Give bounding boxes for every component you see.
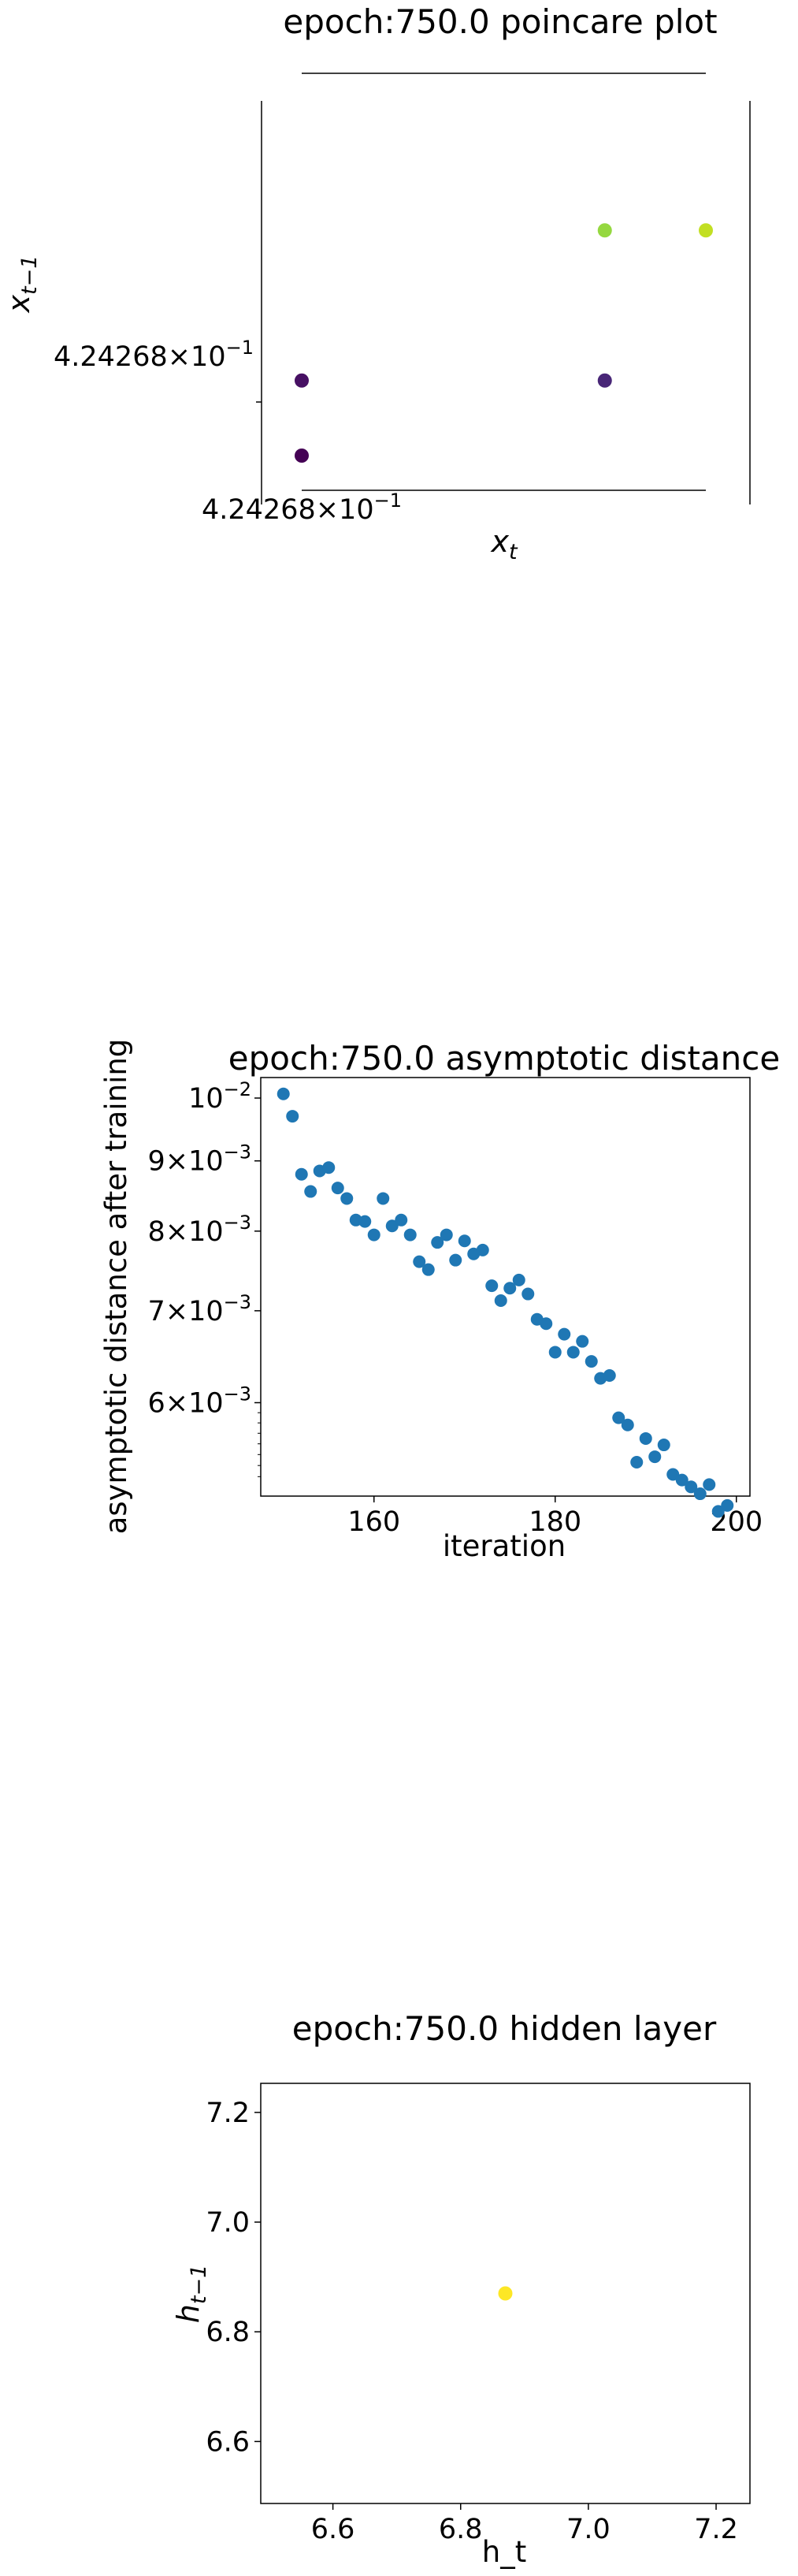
hidden-point-0 [498,2286,513,2301]
distance-point-46 [693,1487,707,1501]
poincare-point-0 [295,449,309,463]
distance-point-42 [657,1439,670,1452]
distance-point-30 [548,1346,562,1359]
poincare-plot-y-tick-label: 4.24268×10−1 [54,337,254,373]
distance-point-22 [476,1243,489,1256]
poincare-plot-title: epoch:750.0 poincare plot [283,2,717,41]
hidden-layer-x-ticks: 6.6 6.8 7.0 7.2 [311,2503,738,2545]
distance-point-27 [521,1287,535,1301]
distance-point-1 [286,1110,299,1123]
distance-point-24 [494,1294,507,1308]
asymptotic-distance-y-ticks: 10−2 9×10−3 8×10−3 7×10−3 6×10−3 [147,1078,261,1477]
x-tick-label-1: 180 [529,1506,581,1538]
distance-point-29 [540,1317,553,1331]
distance-point-49 [721,1498,734,1512]
poincare-point-4 [699,223,713,238]
x-tick-label-0: 160 [347,1506,400,1538]
hidden-layer-chart: epoch:750.0 hidden layer 7.2 7.0 6.8 6.6 6.… [171,2009,751,2569]
distance-point-14 [403,1228,417,1241]
y-tick-label-0: 10−2 [188,1078,251,1115]
distance-point-40 [639,1431,652,1445]
y-tick-label-3: 7×10−3 [147,1291,251,1327]
hidden-layer-axes-frame [260,2083,751,2504]
y-tick-label-0: 7.2 [206,2098,250,2129]
asymptotic-distance-points [277,1087,734,1518]
distance-point-15 [413,1255,426,1268]
distance-point-13 [395,1213,408,1227]
asymptotic-distance-axes-frame [260,1077,751,1497]
distance-point-16 [421,1263,435,1276]
poincare-plot-points [295,223,713,463]
poincare-plot-x-axis-label: xt [490,524,518,564]
hidden-layer-title: epoch:750.0 hidden layer [292,2009,717,2048]
distance-point-19 [449,1253,462,1267]
distance-point-17 [431,1236,444,1249]
distance-point-0 [277,1087,290,1100]
distance-point-3 [304,1185,317,1198]
distance-point-12 [385,1219,399,1233]
distance-point-31 [558,1327,571,1341]
y-tick-label-2: 6.8 [206,2317,250,2348]
x-tick-label-0: 6.6 [311,2514,355,2545]
y-tick-label-1: 7.0 [206,2207,250,2239]
distance-point-38 [621,1418,634,1431]
distance-point-20 [458,1234,471,1248]
distance-point-36 [603,1368,616,1382]
distance-point-6 [331,1182,344,1195]
distance-point-26 [512,1273,525,1286]
hidden-layer-y-ticks: 7.2 7.0 6.8 6.6 [206,2098,261,2458]
poincare-plot-y-axis-label: xt−1 [2,255,42,314]
distance-point-2 [295,1167,308,1181]
y-tick-label-1: 9×10−3 [147,1141,251,1178]
distance-point-18 [440,1228,453,1241]
poincare-point-2 [597,373,612,388]
y-tick-label-4: 6×10−3 [147,1383,251,1419]
asymptotic-distance-x-ticks: 160 180 200 [347,1496,763,1538]
distance-point-7 [340,1192,354,1205]
distance-point-37 [612,1411,625,1424]
poincare-plot-x-tick-label: 4.24268×10−1 [202,490,402,526]
poincare-plot-chart: epoch:750.0 poincare plot 4.24268×10−1 4… [2,2,751,564]
distance-point-25 [503,1282,517,1295]
x-tick-label-1: 6.8 [439,2514,483,2545]
distance-point-11 [377,1192,390,1205]
distance-point-41 [648,1450,662,1464]
distance-point-32 [566,1346,580,1359]
hidden-layer-points [498,2286,513,2301]
asymptotic-distance-y-axis-label: asymptotic distance after training [99,1039,133,1535]
asymptotic-distance-chart: epoch:750.0 asymptotic distance 10−2 9×10… [99,1039,780,1563]
distance-point-39 [630,1456,644,1469]
hidden-layer-x-axis-label: h_t [482,2535,526,2569]
distance-point-47 [703,1478,716,1491]
poincare-point-3 [597,223,612,238]
x-tick-label-2: 7.0 [566,2514,611,2545]
x-tick-label-3: 7.2 [694,2514,738,2545]
poincare-point-1 [295,373,309,388]
distance-point-33 [576,1335,589,1348]
asymptotic-distance-x-axis-label: iteration [443,1529,566,1563]
distance-point-34 [585,1355,598,1368]
y-tick-label-3: 6.6 [206,2426,250,2458]
distance-point-5 [322,1161,336,1174]
distance-point-44 [675,1473,689,1487]
distance-point-10 [367,1228,380,1241]
asymptotic-distance-title: epoch:750.0 asymptotic distance [228,1039,780,1078]
distance-point-48 [711,1505,725,1518]
hidden-layer-y-axis-label: ht−1 [171,2265,211,2323]
y-tick-label-2: 8×10−3 [147,1212,251,1248]
distance-point-9 [358,1215,372,1228]
distance-point-23 [485,1279,499,1293]
distance-point-43 [666,1468,680,1481]
distance-point-45 [685,1480,698,1494]
